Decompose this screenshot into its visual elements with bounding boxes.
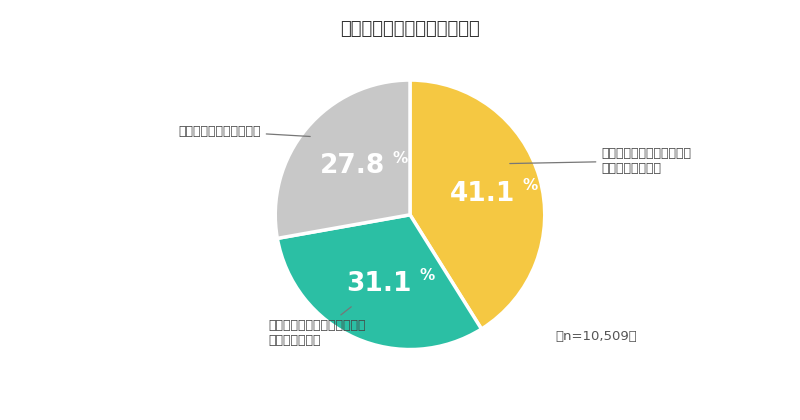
Text: 31.1: 31.1 xyxy=(346,271,412,297)
Wedge shape xyxy=(278,215,482,349)
Text: %: % xyxy=(393,151,408,166)
Title: 子ども食堂を知っていますか: 子ども食堂を知っていますか xyxy=(340,20,480,38)
Text: %: % xyxy=(523,178,538,193)
Text: 名前も聞いたことがない: 名前も聞いたことがない xyxy=(178,125,310,138)
Text: 27.8: 27.8 xyxy=(319,153,385,179)
Wedge shape xyxy=(275,80,410,239)
Text: 名前を聞いたことはあるが、
内容は知らない: 名前を聞いたことはあるが、 内容は知らない xyxy=(269,307,366,347)
Text: %: % xyxy=(420,268,435,283)
Wedge shape xyxy=(410,80,545,329)
Text: （n=10,509）: （n=10,509） xyxy=(555,330,638,343)
Text: 41.1: 41.1 xyxy=(450,181,515,207)
Text: 名前を聞いたことがあり、
内容も知っている: 名前を聞いたことがあり、 内容も知っている xyxy=(510,147,691,175)
